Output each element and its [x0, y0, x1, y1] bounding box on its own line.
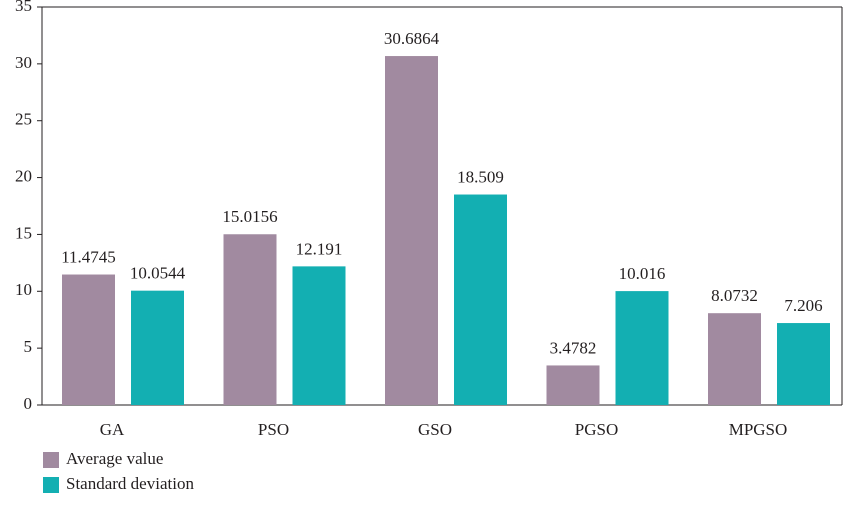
y-tick-label: 15: [15, 223, 32, 242]
y-tick-label: 5: [24, 337, 33, 356]
bar: [777, 323, 830, 405]
value-label: 3.4782: [550, 338, 597, 357]
value-label: 7.206: [784, 296, 822, 315]
y-tick-label: 10: [15, 280, 32, 299]
legend-label: Standard deviation: [66, 474, 194, 493]
value-label: 8.0732: [711, 286, 758, 305]
x-tick-label: GA: [100, 420, 125, 439]
bar: [454, 194, 507, 405]
bar: [62, 274, 115, 405]
value-label: 10.016: [619, 264, 666, 283]
x-tick-label: GSO: [418, 420, 452, 439]
value-label: 10.0544: [130, 264, 186, 283]
legend-swatch: [43, 477, 59, 493]
value-label: 11.4745: [61, 247, 116, 266]
x-tick-label: MPGSO: [729, 420, 788, 439]
value-label: 18.509: [457, 167, 504, 186]
value-label: 30.6864: [384, 29, 440, 48]
bar: [615, 291, 669, 405]
bar: [708, 313, 761, 405]
legend-label: Average value: [66, 449, 163, 468]
bar: [546, 365, 600, 405]
y-tick-label: 0: [24, 394, 33, 413]
y-tick-label: 30: [15, 53, 32, 72]
legend-swatch: [43, 452, 59, 468]
bar: [223, 234, 277, 405]
y-tick-label: 35: [15, 0, 32, 15]
bar: [131, 290, 184, 405]
x-tick-label: PGSO: [575, 420, 618, 439]
value-label: 15.0156: [222, 207, 277, 226]
y-tick-label: 20: [15, 166, 32, 185]
y-tick-label: 25: [15, 110, 32, 129]
x-tick-label: PSO: [258, 420, 289, 439]
value-label: 12.191: [296, 239, 343, 258]
bar: [292, 266, 346, 405]
bar: [385, 56, 438, 406]
